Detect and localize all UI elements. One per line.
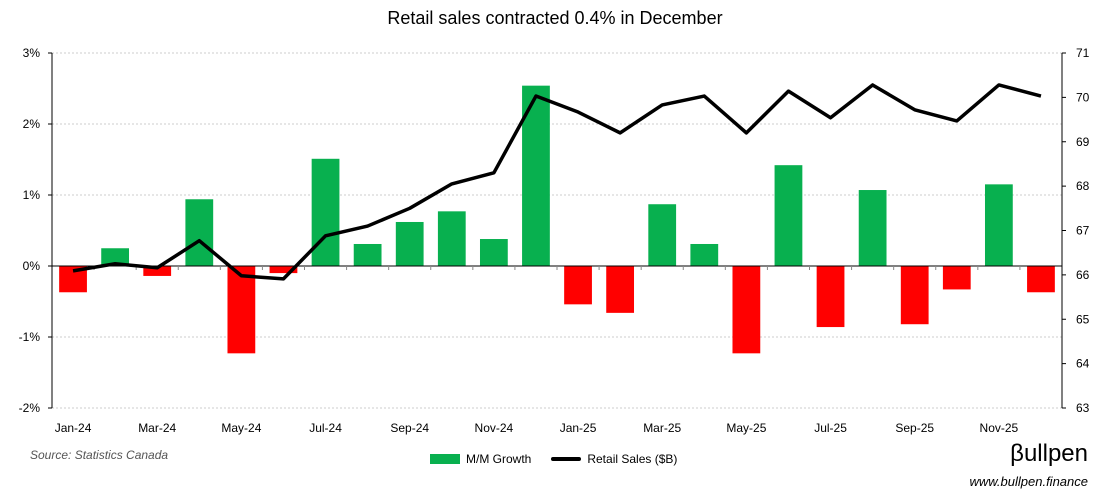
bar-May-24	[227, 266, 256, 354]
bar-Jul-25	[816, 266, 845, 328]
x-tick-label: May-25	[726, 421, 766, 435]
x-tick-label: Jul-25	[814, 421, 847, 435]
bar-Aug-25	[858, 190, 887, 266]
left-tick-label: 1%	[23, 188, 41, 202]
right-tick-label: 63	[1076, 401, 1090, 415]
x-tick-label: May-24	[221, 421, 261, 435]
left-tick-label: 0%	[23, 259, 41, 273]
bar-Oct-25	[942, 266, 971, 290]
left-tick-label: -2%	[19, 401, 41, 415]
left-tick-label: 3%	[23, 46, 41, 60]
bullpen-logo: βullpen	[1010, 440, 1088, 467]
right-tick-label: 67	[1076, 224, 1090, 238]
right-tick-label: 71	[1076, 46, 1090, 60]
legend-swatch-bar	[430, 454, 460, 464]
x-tick-label: Jan-25	[560, 421, 597, 435]
right-tick-label: 64	[1076, 357, 1090, 371]
legend-label-growth: M/M Growth	[466, 452, 532, 466]
bar-Nov-25	[984, 184, 1013, 266]
x-tick-label: Mar-25	[643, 421, 681, 435]
left-tick-label: -1%	[19, 330, 41, 344]
x-tick-label: Jul-24	[309, 421, 342, 435]
bar-Oct-24	[437, 211, 466, 266]
left-tick-label: 2%	[23, 117, 41, 131]
legend-label-sales: Retail Sales ($B)	[587, 452, 678, 466]
website-url: www.bullpen.finance	[969, 474, 1088, 489]
right-tick-label: 68	[1076, 179, 1090, 193]
x-tick-label: Sep-25	[895, 421, 934, 435]
bar-Apr-25	[690, 243, 719, 266]
bar-Feb-25	[606, 266, 635, 313]
legend: M/M Growth Retail Sales ($B)	[430, 452, 677, 466]
chart-title: Retail sales contracted 0.4% in December	[387, 8, 723, 28]
bar-Mar-24	[143, 266, 172, 276]
x-tick-label: Jan-24	[55, 421, 92, 435]
right-tick-label: 70	[1076, 90, 1090, 104]
bar-Mar-25	[648, 204, 677, 266]
bar-May-25	[732, 266, 761, 354]
bar-Sep-24	[395, 221, 424, 266]
right-tick-label: 65	[1076, 312, 1090, 326]
bar-Jun-24	[269, 266, 298, 274]
bar-Jul-24	[311, 158, 340, 266]
bar-Jan-25	[564, 266, 592, 305]
retail-sales-line	[72, 83, 1042, 281]
bar-Apr-24	[185, 199, 214, 266]
x-tick-label: Nov-24	[475, 421, 514, 435]
right-tick-label: 66	[1076, 268, 1090, 282]
source-note: Source: Statistics Canada	[30, 448, 169, 462]
bar-Jun-25	[774, 165, 803, 266]
bar-Nov-24	[479, 239, 508, 266]
bar-Feb-24	[101, 248, 130, 266]
legend-swatch-line	[551, 457, 582, 461]
bar-Aug-24	[353, 243, 382, 266]
x-tick-label: Sep-24	[390, 421, 429, 435]
x-tick-label: Mar-24	[138, 421, 176, 435]
bar-Dec-25	[1027, 266, 1055, 293]
right-tick-label: 69	[1076, 135, 1090, 149]
bar-Sep-25	[900, 266, 929, 325]
x-tick-label: Nov-25	[980, 421, 1019, 435]
